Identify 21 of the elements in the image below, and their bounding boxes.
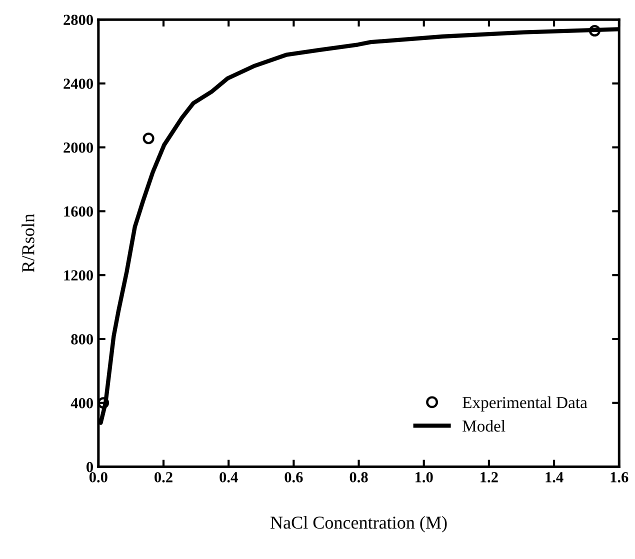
x-axis-title: NaCl Concentration (M): [270, 516, 447, 532]
x-tick-label: 1.2: [480, 472, 498, 482]
x-tick-label: 1.0: [416, 472, 433, 482]
legend-label: Experimental Data: [462, 396, 588, 412]
x-tick-label: 0.2: [154, 472, 172, 482]
y-tick-label: 400: [70, 398, 93, 408]
y-axis-title: R/Rsoln: [22, 214, 34, 272]
y-tick-label: 2000: [64, 142, 93, 153]
x-tick-label: 1.6: [610, 472, 628, 482]
x-tick-label: 1.4: [546, 472, 564, 482]
y-tick-label: 800: [71, 334, 93, 344]
x-tick-label: 0.8: [350, 472, 368, 482]
y-tick-label: 1200: [64, 270, 93, 281]
x-tick-label: 0.6: [284, 472, 303, 482]
x-tick-label: 0.0: [89, 472, 108, 482]
y-tick-label: 1600: [64, 206, 93, 217]
x-tick-label: 0.4: [220, 472, 238, 482]
legend-label: Model: [462, 420, 506, 432]
y-tick-label: 2800: [64, 14, 93, 26]
y-tick-label: 2400: [64, 78, 93, 89]
y-tick-label: 0: [86, 462, 93, 472]
